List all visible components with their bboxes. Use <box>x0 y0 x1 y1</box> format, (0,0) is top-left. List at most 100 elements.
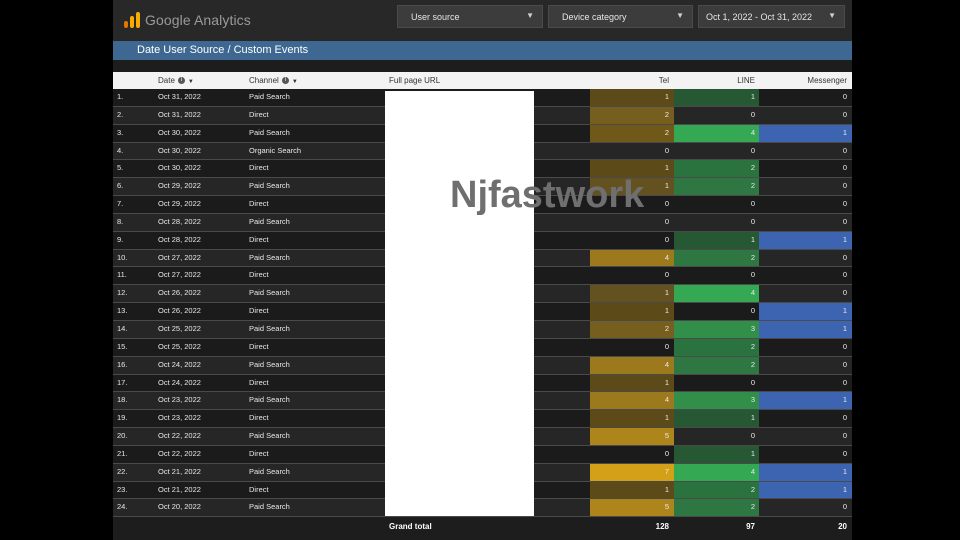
channel-cell: Direct <box>249 377 269 387</box>
channel-cell: Paid Search <box>249 92 290 101</box>
line-cell: 0 <box>750 216 755 226</box>
line-cell: 0 <box>750 306 755 316</box>
channel-cell: Paid Search <box>249 127 290 137</box>
channel-cell: Paid Search <box>249 502 290 512</box>
row-number: 13. <box>117 306 128 316</box>
tel-cell: 1 <box>590 89 674 106</box>
row-number: 4. <box>117 145 124 155</box>
line-cell: 4 <box>674 124 759 142</box>
messenger-cell: 0 <box>842 92 847 101</box>
channel-cell: Direct <box>249 234 269 244</box>
line-cell: 1 <box>674 231 759 249</box>
date-cell: Oct 28, 2022 <box>158 234 201 244</box>
tel-cell: 1 <box>590 303 674 320</box>
tel-cell: 1 <box>590 374 674 392</box>
tel-cell: 0 <box>664 199 669 209</box>
date-cell: Oct 22, 2022 <box>158 431 201 441</box>
line-cell: 0 <box>750 270 755 280</box>
line-cell: 2 <box>674 160 759 178</box>
row-number: 1. <box>117 92 124 101</box>
column-header-messenger[interactable]: Messenger <box>807 76 847 85</box>
row-number: 18. <box>117 395 128 405</box>
line-cell: 2 <box>674 356 759 374</box>
line-cell: 2 <box>674 481 759 499</box>
column-header-channel[interactable]: Channel i ▼ <box>249 76 298 85</box>
messenger-cell: 0 <box>842 377 847 387</box>
sort-arrow-icon: ▼ <box>187 79 194 85</box>
table-header: Date i ▼ Channel i ▼ Full page URL Tel LINE … <box>113 72 852 89</box>
date-cell: Oct 25, 2022 <box>158 341 201 351</box>
dropdown-arrow-icon: ▼ <box>676 11 684 20</box>
tel-cell: 1 <box>590 178 674 196</box>
row-number: 12. <box>117 288 128 298</box>
row-number: 11. <box>117 270 127 280</box>
column-header-tel[interactable]: Tel <box>658 76 669 85</box>
messenger-cell: 1 <box>759 463 852 481</box>
date-cell: Oct 22, 2022 <box>158 448 201 458</box>
date-cell: Oct 24, 2022 <box>158 359 201 369</box>
line-cell: 3 <box>674 392 759 410</box>
line-cell: 2 <box>674 178 759 196</box>
user-source-filter-label: User source <box>411 12 460 22</box>
row-number: 9. <box>117 234 124 244</box>
row-number: 23. <box>117 484 128 494</box>
dropdown-arrow-icon: ▼ <box>828 11 836 20</box>
messenger-cell: 0 <box>842 359 847 369</box>
line-cell: 3 <box>674 320 759 338</box>
date-cell: Oct 30, 2022 <box>158 145 201 155</box>
date-range-label: Oct 1, 2022 - Oct 31, 2022 <box>706 12 813 22</box>
user-source-filter[interactable]: User source ▼ <box>397 5 543 28</box>
table-row[interactable]: 24. Oct 20, 2022 Paid Search 5 2 0 <box>113 499 852 518</box>
row-number: 2. <box>117 109 124 119</box>
channel-cell: Organic Search <box>249 145 302 155</box>
tel-cell: 2 <box>590 320 674 338</box>
tel-cell: 0 <box>664 145 669 155</box>
sort-arrow-icon: ▼ <box>291 79 298 85</box>
tel-cell: 0 <box>664 270 669 280</box>
device-category-filter[interactable]: Device category ▼ <box>548 5 693 28</box>
date-cell: Oct 23, 2022 <box>158 395 201 405</box>
row-number: 24. <box>117 502 128 512</box>
info-icon: i <box>281 77 289 85</box>
tel-cell: 5 <box>590 499 674 517</box>
date-cell: Oct 21, 2022 <box>158 466 201 476</box>
row-number: 10. <box>117 252 128 262</box>
date-cell: Oct 31, 2022 <box>158 109 201 119</box>
row-number: 5. <box>117 163 124 173</box>
column-header-url[interactable]: Full page URL <box>389 76 441 85</box>
messenger-cell: 1 <box>759 303 852 320</box>
row-number: 3. <box>117 127 124 137</box>
column-header-date[interactable]: Date i ▼ <box>158 76 194 85</box>
row-number: 17. <box>117 377 128 387</box>
messenger-cell: 0 <box>842 413 847 423</box>
line-cell: 2 <box>674 338 759 356</box>
date-range-picker[interactable]: Oct 1, 2022 - Oct 31, 2022 ▼ <box>698 5 845 28</box>
tel-cell: 4 <box>590 249 674 267</box>
column-header-line[interactable]: LINE <box>737 76 755 85</box>
grand-total-row: Grand total 128 97 20 <box>113 518 852 535</box>
info-icon: i <box>177 77 185 85</box>
messenger-cell: 0 <box>842 502 847 512</box>
messenger-cell: 1 <box>759 392 852 410</box>
date-cell: Oct 30, 2022 <box>158 163 201 173</box>
messenger-cell: 0 <box>842 109 847 119</box>
grand-total-label: Grand total <box>389 522 432 531</box>
line-cell: 4 <box>674 285 759 303</box>
total-tel: 128 <box>655 522 669 531</box>
channel-cell: Direct <box>249 199 269 209</box>
brand-name: Google Analytics <box>145 12 251 28</box>
dropdown-arrow-icon: ▼ <box>526 11 534 20</box>
channel-cell: Direct <box>249 109 269 119</box>
date-cell: Oct 27, 2022 <box>158 270 201 280</box>
line-cell: 0 <box>750 145 755 155</box>
google-analytics-logo-icon <box>124 12 140 28</box>
tel-cell: 4 <box>590 392 674 410</box>
tel-cell: 5 <box>590 428 674 445</box>
date-cell: Oct 29, 2022 <box>158 181 201 191</box>
channel-cell: Paid Search <box>249 431 290 441</box>
channel-cell: Paid Search <box>249 466 290 476</box>
total-line: 97 <box>746 522 755 531</box>
watermark: Njfastwork <box>450 174 645 216</box>
messenger-cell: 0 <box>842 216 847 226</box>
messenger-cell: 1 <box>759 124 852 142</box>
